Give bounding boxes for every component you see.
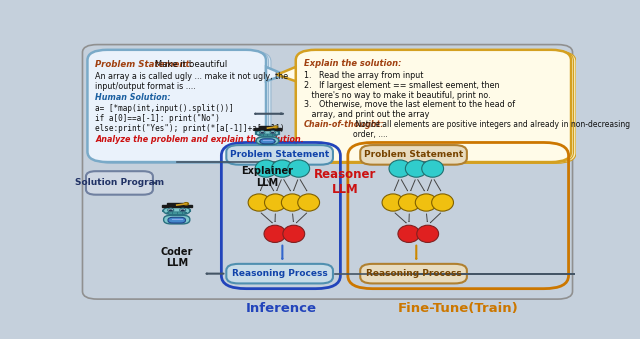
FancyBboxPatch shape [260, 139, 275, 144]
Text: Make it beautiful: Make it beautiful [152, 60, 228, 69]
Text: An array a is called ugly ... make it not ugly, the: An array a is called ugly ... make it no… [95, 72, 289, 81]
Ellipse shape [382, 194, 404, 211]
Text: Problem Statement:: Problem Statement: [95, 60, 193, 69]
FancyBboxPatch shape [173, 214, 180, 215]
FancyBboxPatch shape [264, 136, 270, 137]
Text: 2.   If largest element == smallest eement, then: 2. If largest element == smallest eement… [304, 81, 499, 91]
Text: Analyze the problem and explain the solution.: Analyze the problem and explain the solu… [95, 135, 304, 144]
FancyBboxPatch shape [360, 145, 467, 165]
FancyBboxPatch shape [360, 264, 467, 283]
Circle shape [274, 126, 278, 128]
FancyBboxPatch shape [227, 264, 333, 283]
Ellipse shape [168, 208, 173, 212]
Text: if a[0]==a[-1]: print("No"): if a[0]==a[-1]: print("No") [95, 114, 220, 123]
Text: else:print("Yes"); print(*[a[-1]]+a[:-1]): else:print("Yes"); print(*[a[-1]]+a[:-1]… [95, 124, 285, 133]
Text: Problem Statement: Problem Statement [364, 151, 463, 159]
Ellipse shape [298, 194, 319, 211]
FancyBboxPatch shape [296, 50, 571, 162]
FancyBboxPatch shape [167, 202, 186, 205]
Circle shape [168, 209, 173, 212]
Ellipse shape [271, 160, 293, 177]
Ellipse shape [264, 225, 286, 242]
Ellipse shape [422, 160, 444, 177]
Text: Problem Statement: Problem Statement [230, 151, 329, 159]
Text: Inference: Inference [245, 302, 316, 315]
FancyBboxPatch shape [254, 128, 280, 130]
Ellipse shape [417, 225, 438, 242]
FancyBboxPatch shape [259, 126, 276, 128]
Ellipse shape [288, 160, 310, 177]
FancyBboxPatch shape [164, 215, 190, 224]
Polygon shape [277, 67, 296, 81]
Ellipse shape [415, 194, 437, 211]
Text: Notice all elements are positive integers and already in non-decreasing order, .: Notice all elements are positive integer… [353, 120, 630, 139]
Ellipse shape [399, 194, 420, 211]
FancyBboxPatch shape [83, 45, 573, 299]
Ellipse shape [180, 208, 186, 212]
Text: Fine-Tune(Train): Fine-Tune(Train) [398, 302, 518, 315]
Text: Coder
LLM: Coder LLM [161, 247, 193, 268]
FancyBboxPatch shape [255, 130, 280, 136]
Ellipse shape [270, 131, 275, 134]
Text: Chain-of-thought:: Chain-of-thought: [304, 120, 385, 129]
FancyBboxPatch shape [90, 51, 269, 163]
Text: Explain the solution:: Explain the solution: [304, 59, 401, 68]
Text: Reasoning Process: Reasoning Process [232, 269, 328, 278]
FancyBboxPatch shape [298, 51, 573, 163]
Text: 3.   Otherwise, move the last element to the head of: 3. Otherwise, move the last element to t… [304, 100, 515, 109]
Ellipse shape [255, 160, 277, 177]
Circle shape [180, 209, 185, 212]
FancyBboxPatch shape [168, 217, 186, 223]
Ellipse shape [398, 225, 420, 242]
Circle shape [260, 132, 264, 134]
Text: Explainer
LLM: Explainer LLM [241, 166, 294, 187]
Text: Human Solution:: Human Solution: [95, 93, 171, 102]
Ellipse shape [431, 194, 454, 211]
FancyBboxPatch shape [227, 145, 333, 165]
FancyBboxPatch shape [92, 51, 271, 163]
Circle shape [184, 203, 188, 205]
Ellipse shape [389, 160, 411, 177]
Ellipse shape [260, 131, 265, 134]
Text: input/output format is ....: input/output format is .... [95, 82, 196, 91]
FancyBboxPatch shape [88, 50, 266, 162]
Text: there's no way to make it beautiful, print no.: there's no way to make it beautiful, pri… [304, 91, 490, 100]
Ellipse shape [283, 225, 305, 242]
Circle shape [271, 132, 275, 134]
FancyBboxPatch shape [259, 134, 276, 136]
FancyBboxPatch shape [162, 205, 192, 207]
Text: Reasoning Process: Reasoning Process [365, 269, 461, 278]
Text: Reasoner
LLM: Reasoner LLM [314, 168, 376, 196]
Text: Solution Program: Solution Program [75, 178, 164, 187]
FancyBboxPatch shape [301, 51, 576, 163]
Ellipse shape [405, 160, 428, 177]
Ellipse shape [248, 194, 270, 211]
FancyBboxPatch shape [167, 212, 186, 214]
Ellipse shape [282, 194, 303, 211]
Ellipse shape [264, 194, 286, 211]
Text: a= [*map(int,input().split())]: a= [*map(int,input().split())] [95, 104, 234, 113]
FancyBboxPatch shape [256, 137, 279, 144]
FancyBboxPatch shape [86, 171, 153, 195]
Text: array, and print out the array: array, and print out the array [304, 109, 429, 119]
Polygon shape [266, 67, 285, 81]
FancyBboxPatch shape [163, 207, 190, 215]
Text: 1.   Read the array from input: 1. Read the array from input [304, 72, 423, 80]
